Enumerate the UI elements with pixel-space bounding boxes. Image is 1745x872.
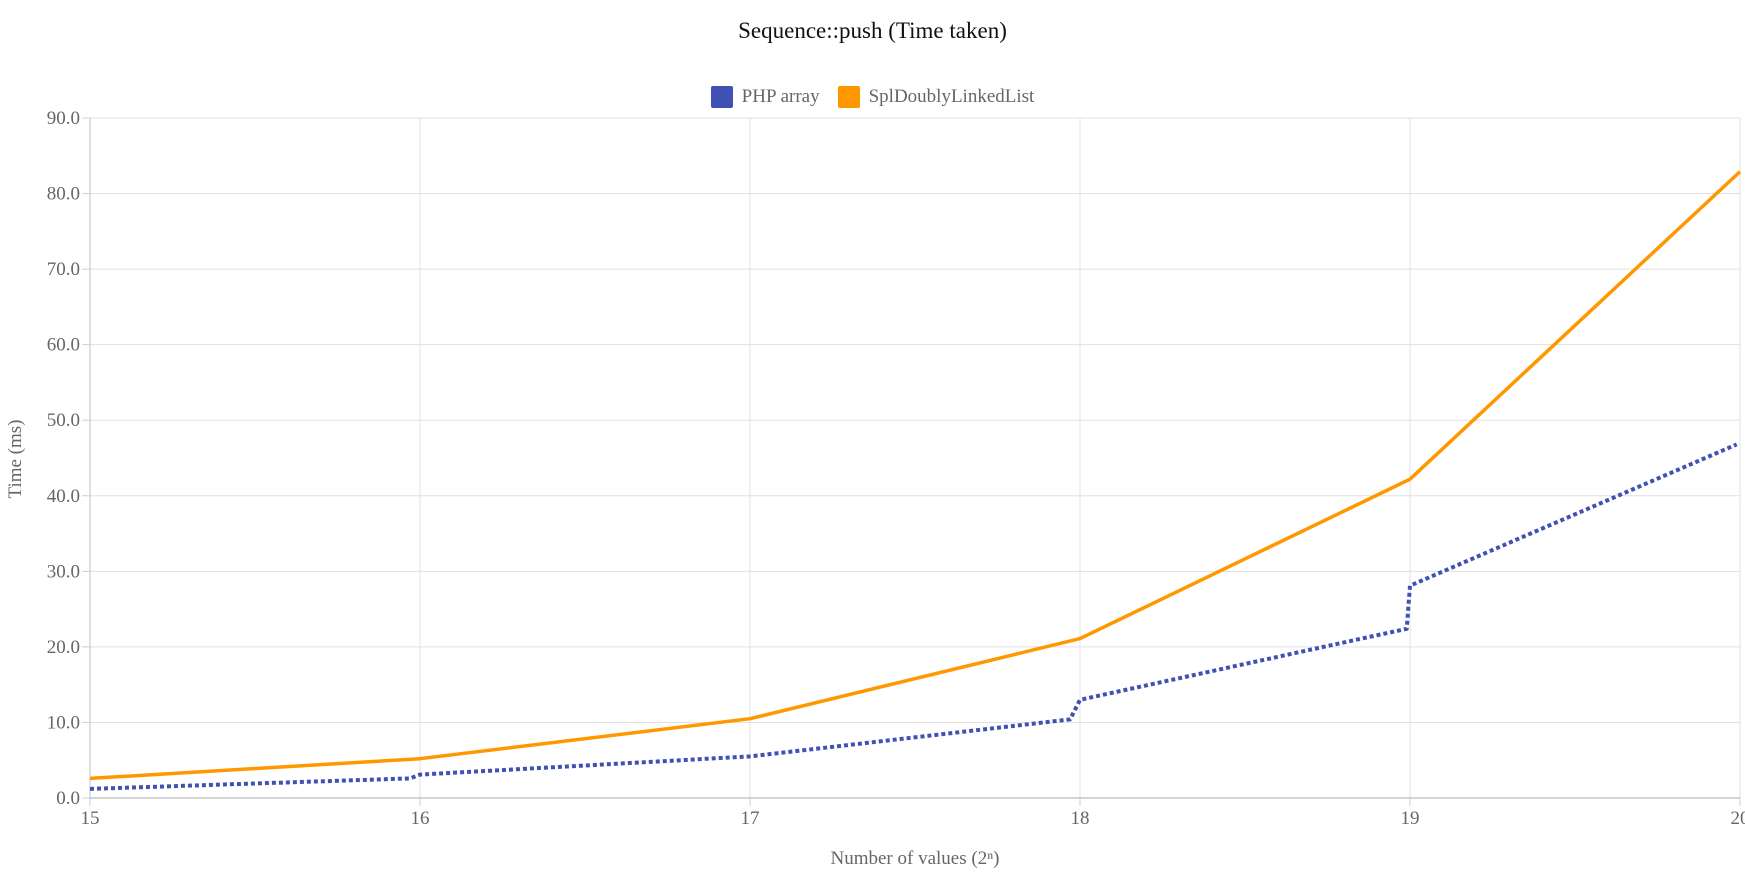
y-tick-label: 40.0	[47, 486, 80, 507]
x-tick-label: 17	[741, 808, 760, 829]
legend-label-php-array: PHP array	[741, 86, 820, 107]
y-tick-label: 90.0	[47, 108, 80, 129]
x-axis-title: Number of values (2ⁿ)	[830, 848, 999, 869]
y-tick-label: 70.0	[47, 259, 80, 280]
legend: PHP array SplDoublyLinkedList	[0, 86, 1745, 108]
y-tick-label: 50.0	[47, 410, 80, 431]
x-tick-label: 16	[411, 808, 430, 829]
x-tick-label: 18	[1071, 808, 1090, 829]
series-line-spldoublylinkedlist	[89, 170, 1742, 781]
legend-item-spl-doubly-linked-list[interactable]: SplDoublyLinkedList	[837, 86, 1035, 108]
grid	[89, 117, 1741, 799]
series-lines	[89, 170, 1742, 791]
y-tick-label: 80.0	[47, 184, 80, 205]
y-tick-label: 10.0	[47, 712, 80, 733]
legend-label-spl-doubly-linked-list: SplDoublyLinkedList	[868, 86, 1035, 107]
x-tick-label: 19	[1401, 808, 1420, 829]
y-tick-label: 0.0	[56, 788, 80, 809]
series-line-php-array	[89, 442, 1738, 791]
y-tick-label: 60.0	[47, 335, 80, 356]
x-tick-label: 15	[81, 808, 100, 829]
y-tick-label: 30.0	[47, 561, 80, 582]
chart-title: Sequence::push (Time taken)	[738, 18, 1007, 43]
y-tick-label: 20.0	[47, 637, 80, 658]
x-tick-label: 20	[1731, 808, 1745, 829]
legend-swatch-spl-doubly-linked-list	[837, 86, 860, 108]
legend-swatch-php-array	[710, 86, 733, 108]
y-axis-title: Time (ms)	[5, 419, 26, 498]
legend-item-php-array[interactable]: PHP array	[710, 86, 820, 108]
axes: 0.0 10.0 20.0 30.0 40.0 50.0 60.0 70.0 80.0 90.0 1…	[47, 108, 1745, 829]
